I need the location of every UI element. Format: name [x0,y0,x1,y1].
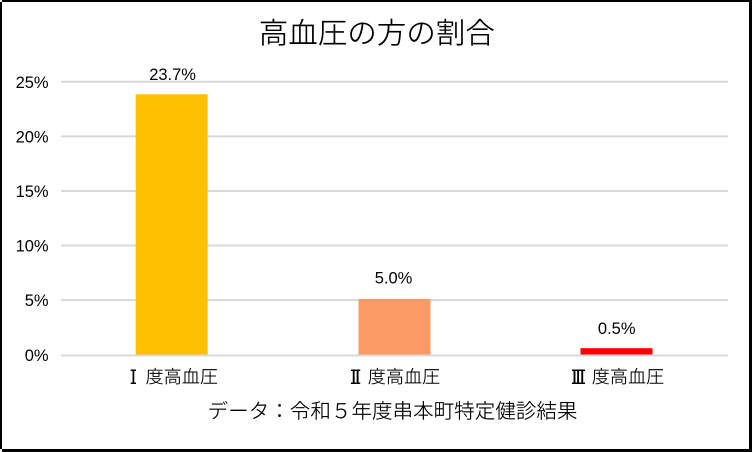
svg-text:25%: 25% [16,74,49,92]
svg-text:15%: 15% [16,183,49,201]
svg-text:5%: 5% [25,292,49,310]
svg-text:10%: 10% [16,238,49,256]
svg-text:23.7%: 23.7% [149,66,196,84]
svg-text:20%: 20% [16,129,49,147]
svg-text:5.0%: 5.0% [375,269,413,287]
svg-text:0.5%: 0.5% [598,320,636,338]
svg-text:0%: 0% [25,347,49,365]
